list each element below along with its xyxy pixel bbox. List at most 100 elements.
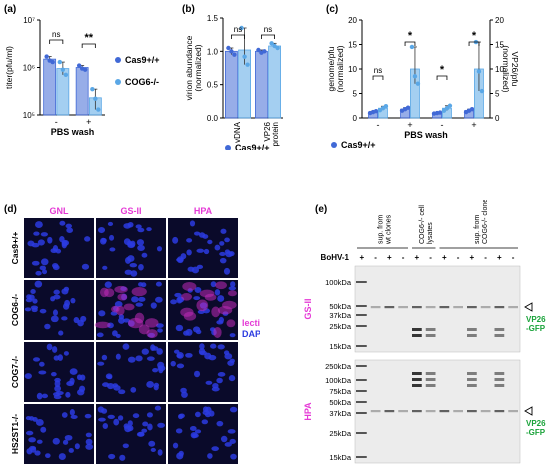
dapi-nucleus [174, 292, 182, 298]
data-point [441, 108, 447, 113]
dapi-nucleus [69, 368, 78, 375]
dapi-nucleus [170, 299, 177, 305]
dapi-nucleus [28, 416, 35, 421]
ladder-band [356, 365, 367, 367]
lectin-stain [131, 287, 147, 297]
dapi-nucleus [146, 381, 155, 388]
data-point [93, 96, 98, 101]
dapi-nucleus [123, 223, 132, 229]
bar [255, 50, 268, 119]
dapi-nucleus [227, 429, 236, 434]
dapi-nucleus [69, 409, 75, 416]
dapi-nucleus [130, 270, 138, 277]
dapi-nucleus [193, 296, 201, 301]
dapi-nucleus [53, 355, 60, 361]
dapi-nucleus [32, 298, 38, 304]
dapi-nucleus [220, 435, 228, 443]
legend-marker [331, 142, 337, 148]
lectin-label: GS-II [303, 298, 313, 319]
significance-label: * [440, 64, 445, 76]
lectin-stain [99, 287, 109, 298]
lectin-stain [123, 303, 135, 311]
panel-c: (c) 0 0 5 5 10 10 15 15 20 20 genome/pfu(normalize… [326, 4, 520, 150]
lane-sign: - [402, 253, 405, 262]
micrograph [96, 404, 166, 464]
dapi-nucleus [35, 270, 42, 276]
column-label: GS-II [120, 206, 141, 216]
data-point [96, 107, 101, 112]
dapi-nucleus [210, 281, 217, 288]
dapi-nucleus [85, 432, 92, 438]
panel-label-b: (b) [182, 4, 195, 15]
dapi-nucleus [61, 241, 67, 249]
panel-a: (a) 10⁵ 10⁶ 10⁷ titer(pfu/ml) ns - ** +PBS wash… [4, 4, 160, 137]
dapi-nucleus [216, 320, 224, 325]
legend-marker [225, 145, 231, 150]
dapi-nucleus [142, 421, 149, 427]
y2-tick-label: 10 [495, 65, 504, 74]
dapi-nucleus [38, 370, 47, 375]
protein-band [412, 328, 422, 331]
data-point [82, 67, 88, 72]
dapi-nucleus [147, 423, 153, 431]
lane-sign: - [512, 253, 515, 262]
dapi-nucleus [42, 269, 48, 275]
protein-band [453, 306, 463, 309]
dapi-nucleus [27, 240, 35, 247]
dapi-nucleus [194, 287, 202, 293]
protein-band [370, 410, 381, 413]
protein-band [494, 410, 505, 413]
y-tick-label: 15 [348, 41, 357, 50]
data-point [245, 62, 250, 67]
legend-marker [115, 57, 121, 63]
panel-label-a: (a) [4, 4, 16, 15]
dapi-nucleus [138, 263, 144, 271]
mw-marker-label: 37kDa [329, 311, 352, 320]
dapi-nucleus [28, 437, 36, 443]
dapi-nucleus [127, 255, 135, 262]
dapi-nucleus [29, 445, 37, 451]
chart-b: 0.0 0.5 1.0 1.5 virion abundance(normalized)… [184, 14, 283, 146]
protein-band [494, 384, 505, 387]
significance-bracket [372, 75, 384, 80]
lane-group-label: sup. fromCOG6-/- clones [474, 200, 489, 244]
legend-lectin: lectin [242, 318, 260, 328]
dapi-nucleus [101, 354, 108, 361]
dapi-nucleus [52, 264, 60, 271]
dapi-nucleus [198, 348, 206, 355]
y-tick-label: 10 [348, 65, 357, 74]
lectin-stain [196, 299, 209, 312]
protein-band [467, 372, 477, 375]
data-point [275, 45, 280, 51]
dapi-nucleus [52, 437, 60, 445]
dapi-nucleus [141, 252, 148, 258]
ladder-band [356, 412, 367, 414]
bar [268, 45, 281, 119]
dapi-nucleus [140, 282, 147, 288]
dapi-nucleus [59, 220, 66, 226]
dapi-nucleus [54, 377, 61, 383]
dapi-nucleus [217, 344, 225, 350]
dapi-nucleus [141, 428, 148, 433]
legend-dapi: DAPI [242, 329, 260, 339]
dapi-nucleus [229, 406, 238, 413]
lectin-stain [181, 293, 193, 301]
bar [75, 67, 89, 116]
dapi-nucleus [181, 391, 188, 398]
lane-group-label: COG6-/- celllysates [419, 205, 434, 244]
dapi-nucleus [108, 453, 116, 460]
dapi-nucleus [150, 344, 156, 352]
dapi-nucleus [189, 220, 196, 227]
micrograph [24, 404, 94, 464]
dapi-nucleus [66, 227, 74, 233]
x-tick-label: - [55, 117, 58, 127]
panel-label-e: (e) [315, 204, 327, 215]
dapi-nucleus [24, 373, 32, 379]
lectin-stain [114, 285, 128, 293]
infection-label: BoHV-1 [321, 253, 350, 262]
protein-band [425, 328, 436, 331]
dapi-nucleus [46, 343, 53, 351]
dapi-nucleus [203, 248, 210, 255]
dapi-nucleus [219, 241, 225, 246]
protein-band [412, 334, 422, 337]
